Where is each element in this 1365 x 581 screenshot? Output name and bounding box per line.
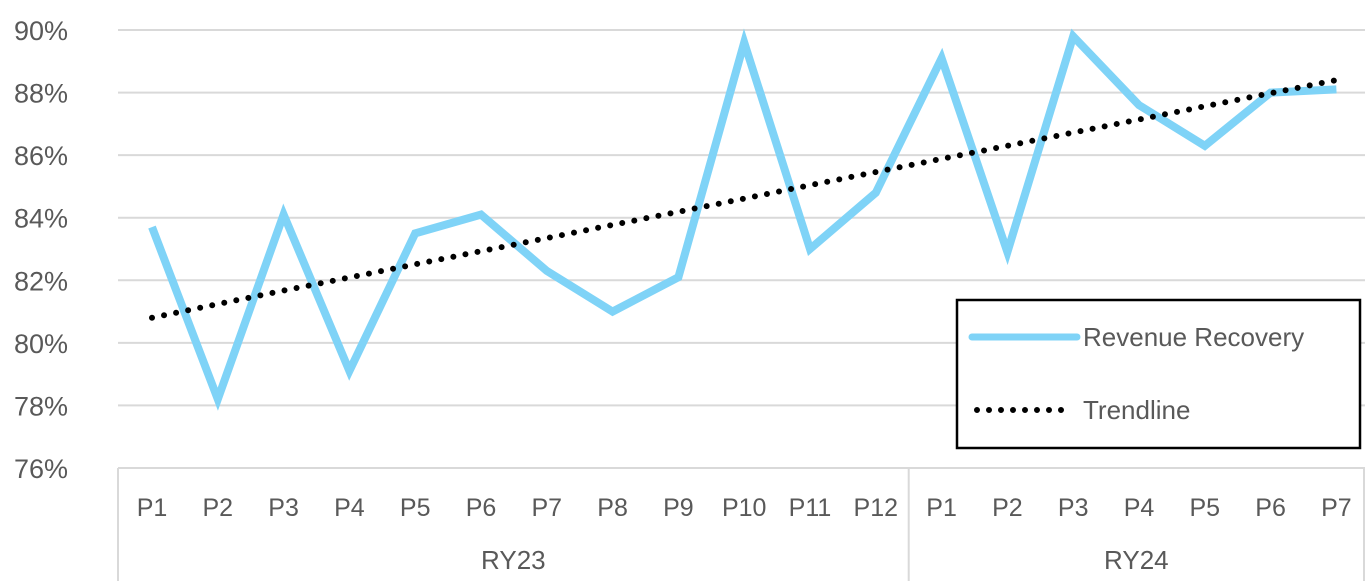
series-line-revenue-recovery	[148, 28, 1337, 411]
x-tick-label: P10	[722, 494, 766, 522]
legend-box	[955, 298, 1362, 450]
x-tick-label: P7	[532, 494, 563, 522]
x-tick-label: P11	[789, 494, 832, 522]
y-tick-label: 86%	[14, 141, 68, 171]
x-tick-label: P4	[1124, 494, 1155, 522]
y-tick-label: 82%	[14, 266, 68, 296]
series-line-trendline	[149, 77, 1340, 321]
x-tick-label: P5	[1190, 494, 1221, 522]
x-tick-label: P6	[466, 494, 497, 522]
x-tick-label: P9	[663, 494, 694, 522]
x-tick-label: P6	[1255, 494, 1286, 522]
x-tick-label: P4	[334, 494, 365, 522]
gridlines	[118, 29, 1365, 407]
x-tick-label: P2	[992, 494, 1023, 522]
x-tick-label: P5	[400, 494, 431, 522]
y-tick-label: 78%	[14, 391, 68, 421]
x-tick-label: P3	[268, 494, 299, 522]
x-tick-label: P3	[1058, 494, 1089, 522]
legend-label-trendline: Trendline	[1083, 395, 1190, 425]
y-tick-label: 76%	[14, 454, 68, 484]
y-tick-label: 90%	[14, 16, 68, 46]
x-tick-label: P1	[137, 494, 168, 522]
x-tick-label: P8	[597, 494, 628, 522]
group-label: RY23	[481, 545, 546, 575]
axes: 76% 78% 80% 82% 84% 86% 88% 90% P1 P2 P3 P4 P5 P6 P7 P8…	[14, 16, 1365, 581]
x-tick-label: P12	[854, 494, 898, 522]
y-tick-label: 88%	[14, 79, 68, 109]
legend-label-revenue-recovery: Revenue Recovery	[1083, 322, 1304, 352]
legend: Revenue Recovery Trendline	[955, 298, 1362, 450]
group-label: RY24	[1104, 545, 1169, 575]
series	[148, 28, 1340, 411]
y-tick-label: 80%	[14, 329, 68, 359]
x-tick-label: P1	[926, 494, 957, 522]
x-tick-label: P2	[203, 494, 234, 522]
x-tick-label: P7	[1321, 494, 1352, 522]
y-tick-label: 84%	[14, 204, 68, 234]
